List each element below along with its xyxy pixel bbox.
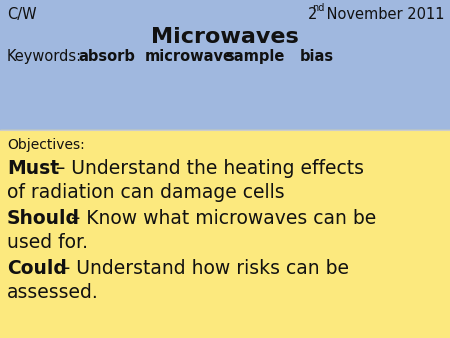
Text: C/W: C/W [7,7,36,22]
Text: of radiation can damage cells: of radiation can damage cells [7,183,284,202]
Text: used for.: used for. [7,233,88,252]
Text: microwave: microwave [145,49,234,64]
Text: – Understand the heating effects: – Understand the heating effects [50,159,364,178]
Text: assessed.: assessed. [7,283,99,302]
Text: Must: Must [7,159,59,178]
Text: Objectives:: Objectives: [7,138,85,152]
Text: sample: sample [225,49,284,64]
Text: November 2011: November 2011 [323,7,445,22]
Bar [0,0,450,130]
Text: – Know what microwaves can be: – Know what microwaves can be [65,209,376,228]
Text: bias: bias [300,49,334,64]
Text: Keywords:: Keywords: [7,49,82,64]
Text: absorb: absorb [78,49,135,64]
Text: Could: Could [7,259,67,278]
Text: Should: Should [7,209,80,228]
Text: 2: 2 [308,7,317,22]
Text: – Understand how risks can be: – Understand how risks can be [55,259,349,278]
Text: nd: nd [312,3,324,13]
Text: Microwaves: Microwaves [151,27,299,47]
Bar [0,130,450,338]
